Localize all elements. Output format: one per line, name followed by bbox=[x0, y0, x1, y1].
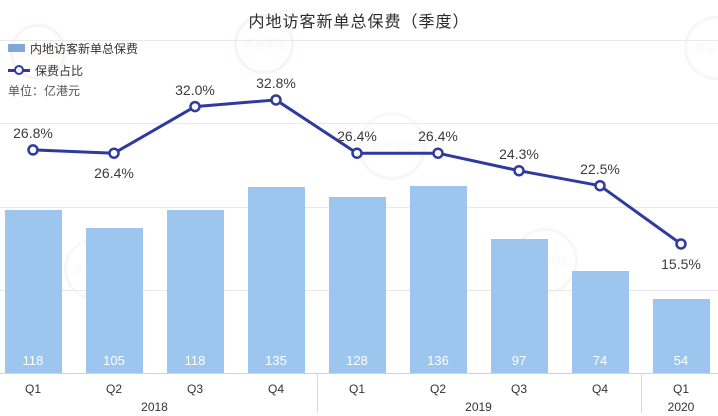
bar-value-label: 97 bbox=[511, 353, 527, 368]
watermark-stamp: 香港保险 bbox=[358, 112, 426, 180]
x-axis-label-Q1: Q1 bbox=[24, 382, 42, 396]
x-axis-label-Q1: Q1 bbox=[348, 382, 366, 396]
bar-value-label: 128 bbox=[346, 353, 368, 368]
line-point-marker bbox=[675, 238, 687, 250]
line-point-marker bbox=[189, 100, 201, 113]
unit-label: 单位：亿港元 bbox=[8, 84, 81, 98]
x-axis-label-Q3: Q3 bbox=[510, 382, 528, 396]
line-point-marker bbox=[27, 144, 39, 156]
line-data-label: 26.8% bbox=[13, 124, 53, 141]
gridline-40pct bbox=[0, 40, 718, 41]
bar-value-label: 74 bbox=[592, 353, 608, 368]
bar-3-Q3 bbox=[166, 210, 224, 373]
line-point-marker bbox=[432, 147, 444, 159]
x-axis-label-Q2: Q2 bbox=[429, 382, 447, 396]
year-label-2019: 2019 bbox=[465, 400, 492, 414]
bar-6-Q2 bbox=[409, 186, 467, 373]
line-data-label: 26.4% bbox=[418, 128, 458, 145]
x-axis-label-Q2: Q2 bbox=[105, 382, 123, 396]
line-data-label: 15.5% bbox=[661, 255, 701, 272]
x-axis-label-Q4: Q4 bbox=[591, 382, 609, 396]
bar-2-Q2 bbox=[85, 228, 143, 373]
bar-value-label: 118 bbox=[22, 353, 44, 368]
year-label-2018: 2018 bbox=[141, 400, 168, 414]
chart-title: 内地访客新单总保费（季度） bbox=[248, 14, 470, 31]
bar-value-label: 118 bbox=[184, 353, 206, 368]
year-label-2020: 2020 bbox=[667, 400, 695, 414]
gridline-30pct bbox=[0, 123, 718, 125]
line-point-marker bbox=[513, 164, 525, 177]
bar-value-label: 54 bbox=[673, 353, 689, 368]
watermark-stamp: 香港保险 bbox=[684, 16, 718, 80]
bar-8-Q4 bbox=[571, 271, 629, 373]
x-axis-label-Q3: Q3 bbox=[186, 382, 204, 396]
x-axis-label-Q1: Q1 bbox=[672, 382, 690, 396]
bar-1-Q1 bbox=[4, 210, 62, 373]
line-data-label: 26.4% bbox=[337, 128, 377, 145]
line-data-label: 24.3% bbox=[499, 145, 539, 162]
year-separator bbox=[316, 373, 318, 413]
watermark-stamp: 香港保险 bbox=[10, 24, 66, 80]
bar-value-label: 136 bbox=[427, 353, 449, 368]
bar-5-Q1 bbox=[328, 197, 386, 373]
line-data-label: 32.8% bbox=[256, 74, 296, 91]
bar-9-Q1 bbox=[652, 299, 710, 373]
line-point-marker bbox=[108, 147, 120, 159]
bar-7-Q3 bbox=[490, 239, 548, 373]
line-data-label: 32.0% bbox=[175, 81, 215, 98]
gridline-0pct bbox=[0, 373, 718, 374]
watermark-stamp: 香港保险 bbox=[234, 14, 294, 74]
year-separator bbox=[640, 373, 642, 413]
line-point-marker bbox=[594, 179, 606, 192]
line-data-label: 26.4% bbox=[94, 165, 134, 182]
line-point-marker bbox=[270, 94, 282, 106]
bar-4-Q4 bbox=[247, 187, 305, 373]
bar-value-label: 135 bbox=[265, 353, 287, 368]
line-data-label: 22.5% bbox=[580, 160, 620, 177]
bar-value-label: 105 bbox=[103, 353, 125, 368]
x-axis-label-Q4: Q4 bbox=[267, 382, 285, 396]
